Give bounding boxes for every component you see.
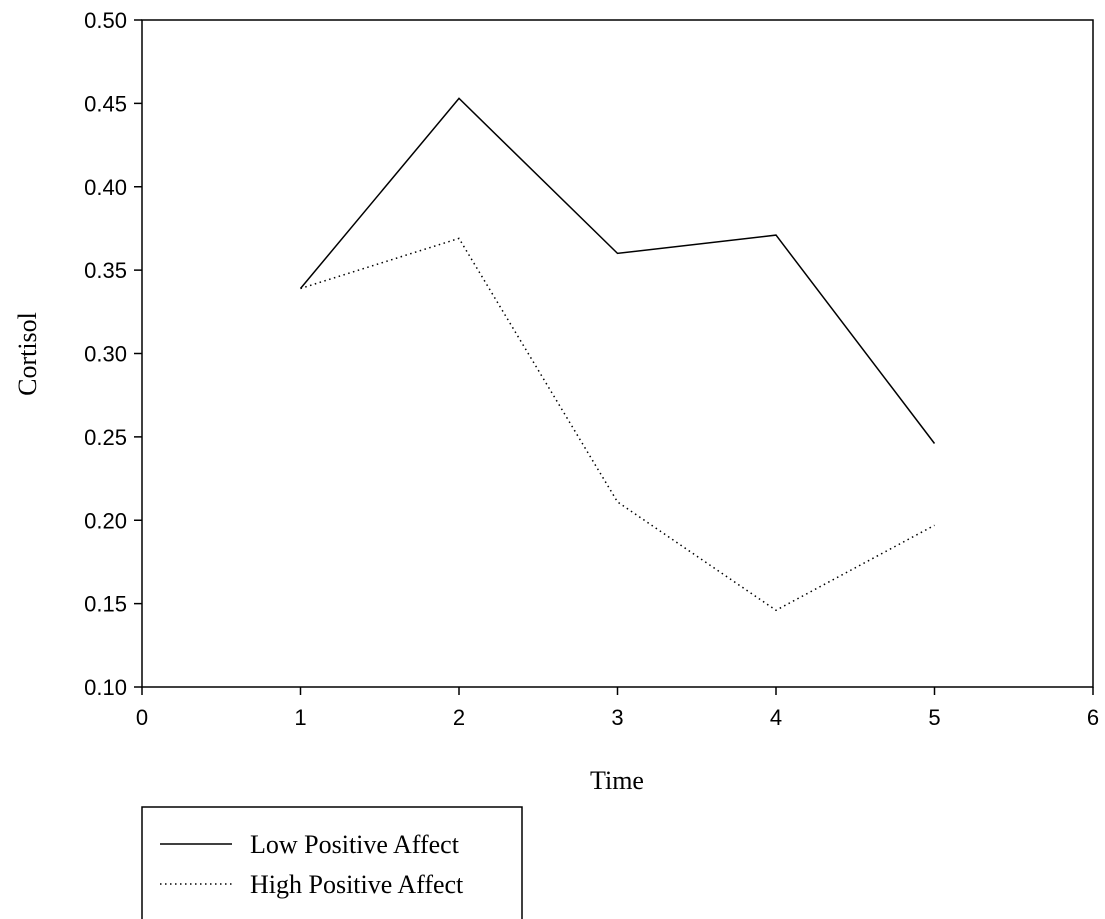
x-axis-title: Time bbox=[590, 766, 644, 795]
series-line-high-positive-affect bbox=[300, 237, 935, 612]
x-tick-label: 0 bbox=[136, 705, 148, 730]
legend-label-high-positive-affect: High Positive Affect bbox=[250, 870, 464, 899]
legend: Low Positive Affect High Positive Affect bbox=[141, 806, 523, 919]
y-tick-label: 0.30 bbox=[84, 342, 127, 367]
y-axis-title: Cortisol bbox=[13, 312, 42, 396]
legend-label-low-positive-affect: Low Positive Affect bbox=[250, 830, 460, 859]
x-tick-label: 3 bbox=[611, 705, 623, 730]
x-tick-label: 6 bbox=[1087, 705, 1099, 730]
y-tick-label: 0.15 bbox=[84, 592, 127, 617]
y-tick-label: 0.40 bbox=[84, 175, 127, 200]
series-lines bbox=[299, 97, 936, 612]
legend-box bbox=[141, 806, 523, 919]
plot-area-frame bbox=[141, 19, 1094, 688]
x-tick-label: 4 bbox=[770, 705, 782, 730]
x-tick-label: 5 bbox=[928, 705, 940, 730]
y-tick-label: 0.50 bbox=[84, 8, 127, 33]
y-tick-label: 0.25 bbox=[84, 425, 127, 450]
x-tick-label: 2 bbox=[453, 705, 465, 730]
series-line-low-positive-affect bbox=[299, 97, 936, 444]
y-tick-label: 0.20 bbox=[84, 508, 127, 533]
x-axis: 0 1 2 3 4 5 6 bbox=[136, 687, 1099, 730]
x-tick-label: 1 bbox=[294, 705, 306, 730]
y-tick-label: 0.45 bbox=[84, 91, 127, 116]
y-axis: 0.10 0.15 0.20 0.25 0.30 0.35 0.40 0.45 0.50 bbox=[84, 8, 142, 700]
y-tick-label: 0.35 bbox=[84, 258, 127, 283]
y-tick-label: 0.10 bbox=[84, 675, 127, 700]
